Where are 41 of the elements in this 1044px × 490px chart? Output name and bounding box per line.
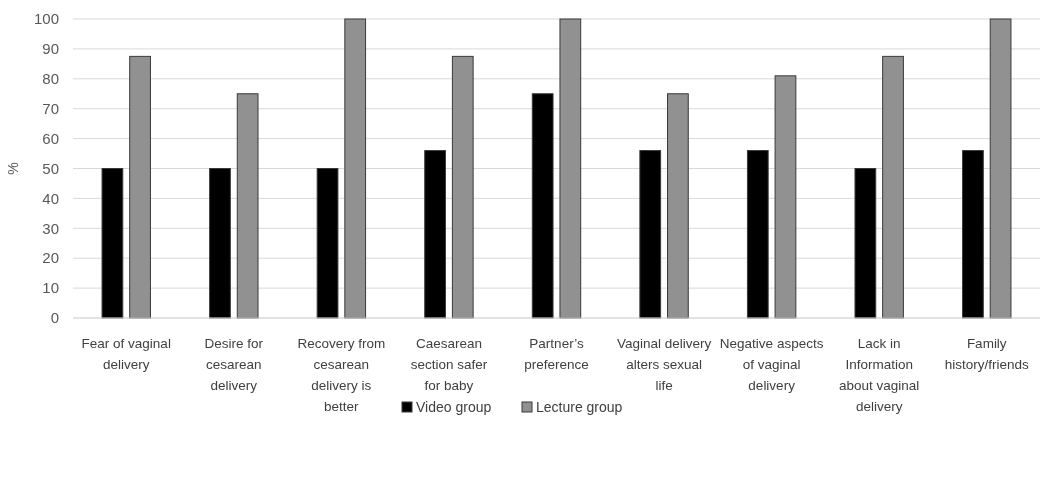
legend-label: Video group bbox=[416, 399, 492, 415]
bar bbox=[101, 168, 124, 319]
bar bbox=[989, 18, 1012, 319]
y-tick-label: 0 bbox=[50, 309, 59, 327]
x-tick-label: Vaginal delivery alters sexual life bbox=[616, 336, 712, 393]
y-tick-label: 70 bbox=[42, 99, 59, 117]
y-tick-label: 60 bbox=[42, 129, 59, 147]
bar bbox=[531, 93, 554, 319]
y-tick-label: 50 bbox=[42, 159, 59, 177]
y-tick-label: 20 bbox=[42, 249, 59, 267]
y-axis-title: % bbox=[5, 162, 21, 175]
bar bbox=[639, 150, 662, 319]
bar bbox=[746, 150, 769, 319]
bar bbox=[962, 150, 984, 319]
bar bbox=[774, 75, 797, 319]
x-tick-label: Negative aspects of vaginal delivery bbox=[719, 336, 824, 393]
y-tick-label: 40 bbox=[42, 189, 59, 207]
bar bbox=[667, 93, 689, 319]
bar bbox=[451, 55, 474, 319]
y-tick-label: 30 bbox=[42, 219, 59, 237]
bar bbox=[882, 55, 904, 319]
x-tick-label: Lack in Information about vaginal delivery bbox=[839, 336, 920, 414]
bar bbox=[236, 93, 259, 319]
y-tick-label: 10 bbox=[42, 279, 59, 297]
y-tick-label: 100 bbox=[33, 10, 59, 28]
y-tick-label: 90 bbox=[42, 40, 59, 58]
x-tick-label: Family history/friends bbox=[944, 336, 1030, 372]
x-tick-label: Partner’s preference bbox=[524, 336, 589, 372]
bar bbox=[854, 168, 877, 319]
bar bbox=[129, 55, 151, 319]
bar bbox=[559, 18, 582, 319]
y-tick-label: 80 bbox=[42, 70, 59, 88]
x-tick-label: Recovery from cesarean delivery is better bbox=[297, 336, 386, 414]
x-tick-label: Fear of vaginal delivery bbox=[81, 336, 171, 372]
bar bbox=[344, 18, 367, 319]
bar bbox=[424, 150, 446, 319]
bar bbox=[209, 168, 231, 319]
legend-label: Lecture group bbox=[536, 399, 623, 415]
x-tick-label: Desire for cesarean delivery bbox=[204, 336, 264, 393]
x-tick-label: Caesarean section safer for baby bbox=[410, 336, 488, 393]
bar bbox=[316, 168, 339, 319]
